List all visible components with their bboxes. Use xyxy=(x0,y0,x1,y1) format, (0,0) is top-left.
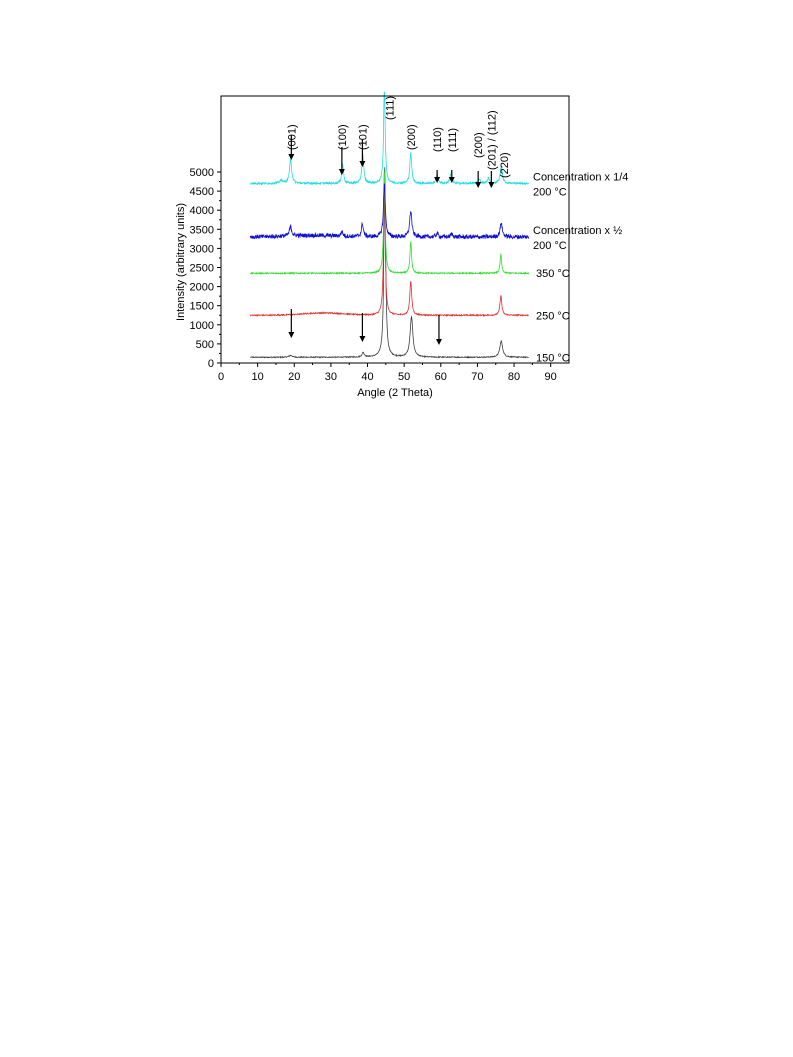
peak-label: (100) xyxy=(337,124,349,150)
peak-label: (220) xyxy=(499,152,511,178)
peak-arrow-head xyxy=(475,182,482,188)
peak-arrow-head xyxy=(434,177,441,183)
peak-arrow-head xyxy=(288,154,295,160)
series-line xyxy=(250,91,529,186)
series-label: Concentration x 1/4 xyxy=(533,171,628,183)
peak-arrow-head xyxy=(359,161,366,167)
y-axis-title: Intensity (arbitrary units) xyxy=(175,203,187,321)
peak-label: (101) xyxy=(357,124,369,150)
peak-label: (001) xyxy=(286,124,298,150)
y-tick-label: 500 xyxy=(196,339,214,351)
series-line xyxy=(249,183,530,240)
series-line xyxy=(250,167,529,359)
y-tick-label: 5000 xyxy=(190,167,214,179)
peak-arrow-head xyxy=(288,332,295,338)
y-tick-label: 2500 xyxy=(190,263,214,275)
y-tick-label: 1000 xyxy=(190,320,214,332)
peak-label: (200) xyxy=(406,124,418,150)
series-label: 200 °C xyxy=(533,240,567,252)
x-tick-label: 20 xyxy=(288,371,300,383)
series-label: 250 °C xyxy=(536,310,570,322)
peak-arrow-head xyxy=(488,182,495,188)
peak-arrow-head xyxy=(359,336,366,342)
labels-layer: 150 °C 250 °C 350 °C Concentration x ½ 200 °… xyxy=(286,96,628,364)
x-tick-label: 30 xyxy=(325,371,337,383)
axes-layer: 0 10 20 30 40 50 60 70 80 90 0 500 1000 1500 2000 2500 3… xyxy=(190,95,570,383)
peak-label: (111) xyxy=(447,128,459,152)
x-tick-label: 0 xyxy=(218,371,224,383)
y-tick-label: 3000 xyxy=(190,243,214,255)
series-label: 350 °C xyxy=(536,268,570,280)
y-tick-label: 2000 xyxy=(190,282,214,294)
peak-arrow-head xyxy=(448,177,455,183)
x-tick-label: 90 xyxy=(545,371,557,383)
y-tick-label: 4000 xyxy=(190,205,214,217)
x-tick-label: 70 xyxy=(471,371,483,383)
x-tick-label: 40 xyxy=(361,371,373,383)
x-tick-label: 10 xyxy=(252,371,264,383)
plot-frame xyxy=(220,95,570,364)
peak-label: (200) xyxy=(473,132,485,158)
y-tick-label: 4500 xyxy=(190,186,214,198)
y-tick-label: 1500 xyxy=(190,301,214,313)
series-label: Concentration x ½ xyxy=(533,225,622,237)
peak-arrow-head xyxy=(435,339,442,345)
x-tick-label: 80 xyxy=(508,371,520,383)
x-tick-label: 50 xyxy=(398,371,410,383)
x-axis-title: Angle (2 Theta) xyxy=(357,387,433,399)
series-line xyxy=(249,173,529,318)
series-layer xyxy=(249,91,530,359)
series-line xyxy=(250,170,530,276)
peak-arrow-head xyxy=(338,169,345,175)
peak-label: (111) xyxy=(385,96,397,120)
peak-label: (201) / (112) xyxy=(486,110,498,170)
y-tick-label: 0 xyxy=(208,358,214,370)
series-label: 150 °C xyxy=(536,352,570,364)
x-tick-label: 60 xyxy=(435,371,447,383)
y-tick-label: 3500 xyxy=(190,224,214,236)
series-label: 200 °C xyxy=(533,186,567,198)
peak-label: (110) xyxy=(432,127,444,152)
